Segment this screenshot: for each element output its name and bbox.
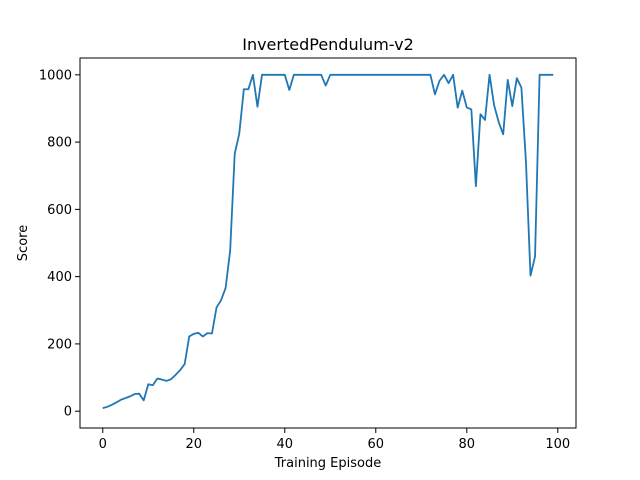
series-line-0	[102, 73, 554, 410]
x-axis-label: Training Episode	[274, 456, 381, 471]
x-tick-label: 60	[368, 437, 385, 452]
y-tick-label: 600	[47, 203, 72, 218]
y-axis-ticks: 0 200 400 600 800 1000	[39, 68, 80, 420]
x-tick-label: 40	[276, 437, 293, 452]
y-tick-label: 1000	[39, 68, 72, 83]
x-tick-label: 100	[545, 437, 570, 452]
x-tick-label: 80	[459, 437, 476, 452]
y-tick-label: 0	[64, 405, 72, 420]
y-tick-label: 400	[47, 270, 72, 285]
x-tick-label: 20	[185, 437, 202, 452]
x-tick-label: 0	[99, 437, 107, 452]
plot-area	[102, 73, 554, 410]
y-tick-label: 200	[47, 337, 72, 352]
y-tick-label: 800	[47, 136, 72, 151]
y-axis-label: Score	[16, 225, 31, 261]
chart-title: InvertedPendulum-v2	[242, 35, 414, 54]
x-axis-ticks: 0 20 40 60 80 100	[99, 428, 570, 452]
axes-frame	[79, 57, 577, 429]
